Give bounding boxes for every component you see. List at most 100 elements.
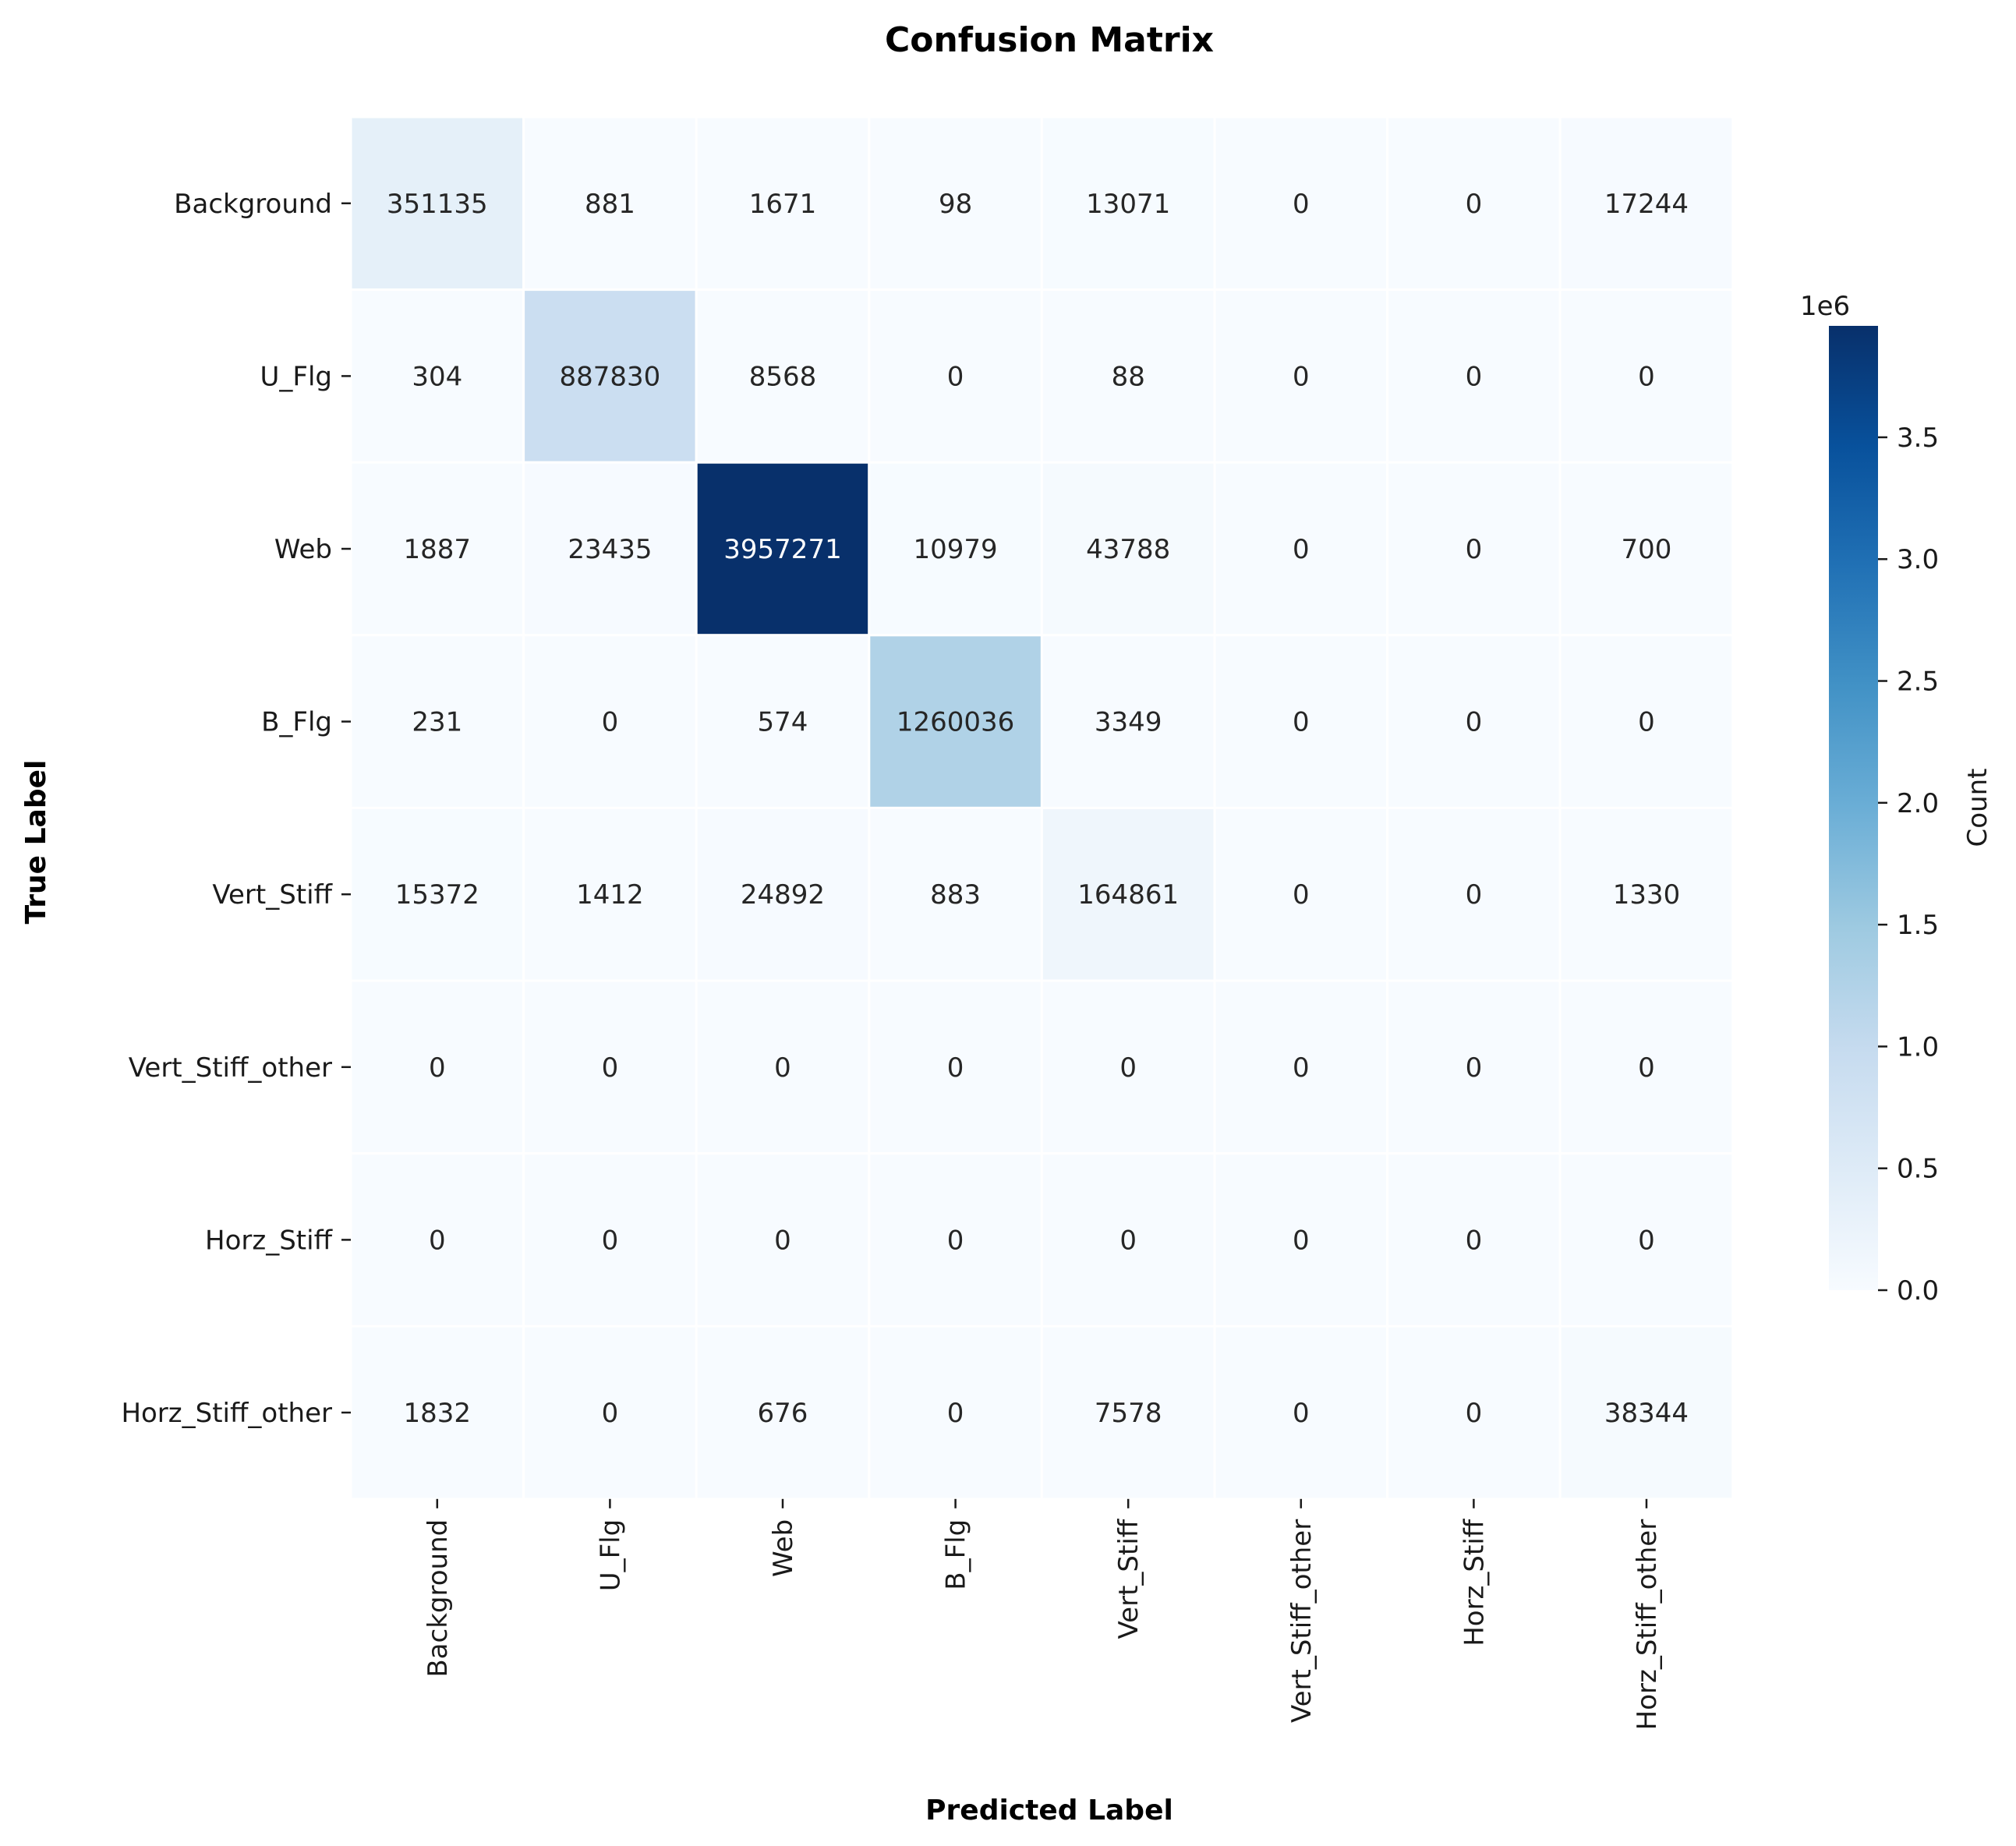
cell-value-label: 0 xyxy=(947,1398,964,1429)
y-tick-label: Vert_Stiff_other xyxy=(129,1052,332,1084)
cell-value-label: 0 xyxy=(947,361,964,392)
y-axis-label: True Label xyxy=(20,760,52,925)
cell-value-label: 887830 xyxy=(560,361,661,392)
cell-value-label: 0 xyxy=(1638,707,1655,738)
cell-value-label: 0 xyxy=(1466,707,1483,738)
x-tick-label: Vert_Stiff_other xyxy=(1286,1519,1317,1723)
cell-value-label: 1330 xyxy=(1613,879,1681,911)
cell-value-label: 0 xyxy=(1293,1398,1310,1429)
cell-value-label: 0 xyxy=(1119,1225,1137,1256)
heatmap-cell xyxy=(1558,1152,1735,1328)
cell-value-label: 98 xyxy=(939,189,972,220)
cell-value-label: 0 xyxy=(1293,1052,1310,1084)
x-tick-label: Vert_Stiff xyxy=(1113,1518,1144,1639)
heatmap-cell xyxy=(695,115,871,292)
heatmap-cell xyxy=(1040,288,1216,464)
heatmap-cell xyxy=(1386,979,1562,1155)
heatmap-cell xyxy=(522,288,698,464)
cell-value-label: 0 xyxy=(947,1052,964,1084)
heatmap-cell xyxy=(522,979,698,1155)
cell-value-label: 0 xyxy=(1293,879,1310,911)
cell-value-label: 13071 xyxy=(1086,189,1170,220)
cell-value-label: 0 xyxy=(1466,1398,1483,1429)
cell-value-label: 0 xyxy=(1293,1225,1310,1256)
heatmap-cells: 351135 881 1671 98 13071 0 0 17244 304 887830 8568… xyxy=(349,115,1735,1501)
x-axis-ticks: Background U_Flg Web B_Flg Vert_Stiff Vert_St… xyxy=(423,1498,1663,1731)
heatmap-cell xyxy=(1386,634,1562,809)
heatmap-cell xyxy=(522,1152,698,1328)
cell-value-label: 0 xyxy=(1638,1225,1655,1256)
cell-value-label: 0 xyxy=(1119,1052,1137,1084)
heatmap-cell xyxy=(522,115,698,292)
heatmap-cell xyxy=(349,115,525,292)
heatmap-cell xyxy=(1213,806,1389,982)
heatmap-cell xyxy=(1558,115,1735,292)
colorbar-tick-label: 0.5 xyxy=(1897,1154,1939,1185)
cell-value-label: 304 xyxy=(412,361,462,392)
heatmap-cell xyxy=(1558,806,1735,982)
cell-value-label: 0 xyxy=(602,1398,619,1429)
heatmap-cell xyxy=(868,461,1043,637)
heatmap-cell xyxy=(1558,461,1735,637)
heatmap-cell xyxy=(695,806,871,982)
heatmap-cell xyxy=(868,634,1043,809)
cell-value-label: 883 xyxy=(930,879,981,911)
heatmap-cell xyxy=(1040,979,1216,1155)
heatmap-cell xyxy=(1040,806,1216,982)
heatmap-cell xyxy=(1040,1152,1216,1328)
heatmap-cell xyxy=(868,1324,1043,1501)
cell-value-label: 0 xyxy=(1466,534,1483,565)
colorbar-tick-label: 2.0 xyxy=(1897,788,1939,819)
cell-value-label: 8568 xyxy=(749,361,817,392)
colorbar-tick-label: 3.0 xyxy=(1897,544,1939,575)
heatmap-cell xyxy=(1558,1324,1735,1501)
colorbar-tick-label: 3.5 xyxy=(1897,423,1939,454)
cell-value-label: 43788 xyxy=(1086,534,1170,565)
x-tick-label: Background xyxy=(423,1519,454,1678)
cell-value-label: 676 xyxy=(758,1398,808,1429)
colorbar-tick-label: 1.0 xyxy=(1897,1031,1939,1063)
cell-value-label: 7578 xyxy=(1095,1398,1162,1429)
cell-value-label: 0 xyxy=(1293,707,1310,738)
cell-value-label: 231 xyxy=(412,707,462,738)
colorbar: 1e6 0.0 0.5 1.0 1.5 2.0 2.5 3.0 3.5 Count xyxy=(1800,291,1993,1307)
y-tick-label: Horz_Stiff xyxy=(205,1225,334,1256)
cell-value-label: 1887 xyxy=(404,534,472,565)
cell-value-label: 0 xyxy=(1293,361,1310,392)
cell-value-label: 0 xyxy=(774,1225,791,1256)
cell-value-label: 15372 xyxy=(395,879,479,911)
cell-value-label: 351135 xyxy=(387,189,488,220)
heatmap-cell xyxy=(1040,461,1216,637)
heatmap-cell xyxy=(868,806,1043,982)
y-tick-label: B_Flg xyxy=(261,707,332,738)
y-tick-label: Horz_Stiff_other xyxy=(121,1398,332,1429)
heatmap-cell xyxy=(1386,1152,1562,1328)
cell-value-label: 0 xyxy=(429,1225,446,1256)
cell-value-label: 1832 xyxy=(404,1398,472,1429)
cell-value-label: 0 xyxy=(1466,1052,1483,1084)
y-tick-label: Background xyxy=(174,189,332,220)
x-tick-label: Web xyxy=(768,1519,799,1577)
heatmap-cell xyxy=(349,634,525,809)
heatmap-cell xyxy=(695,979,871,1155)
cell-value-label: 574 xyxy=(758,707,808,738)
heatmap-cell xyxy=(1386,461,1562,637)
heatmap-cell xyxy=(522,461,698,637)
y-tick-label: Vert_Stiff xyxy=(212,879,333,911)
colorbar-tick-label: 2.5 xyxy=(1897,667,1939,698)
x-tick-label: Horz_Stiff_other xyxy=(1632,1519,1663,1731)
cell-value-label: 38344 xyxy=(1604,1398,1689,1429)
colorbar-label: Count xyxy=(1962,769,1993,847)
colorbar-ticks: 0.0 0.5 1.0 1.5 2.0 2.5 3.0 3.5 xyxy=(1878,423,1939,1307)
heatmap-cell xyxy=(695,461,871,637)
cell-value-label: 10979 xyxy=(914,534,998,565)
cell-value-label: 0 xyxy=(602,1225,619,1256)
cell-value-label: 0 xyxy=(1638,361,1655,392)
cell-value-label: 24892 xyxy=(741,879,825,911)
heatmap-cell xyxy=(1040,1324,1216,1501)
cell-value-label: 0 xyxy=(1293,534,1310,565)
heatmap-cell xyxy=(695,1152,871,1328)
cell-value-label: 0 xyxy=(774,1052,791,1084)
colorbar-tick-label: 0.0 xyxy=(1897,1275,1939,1307)
